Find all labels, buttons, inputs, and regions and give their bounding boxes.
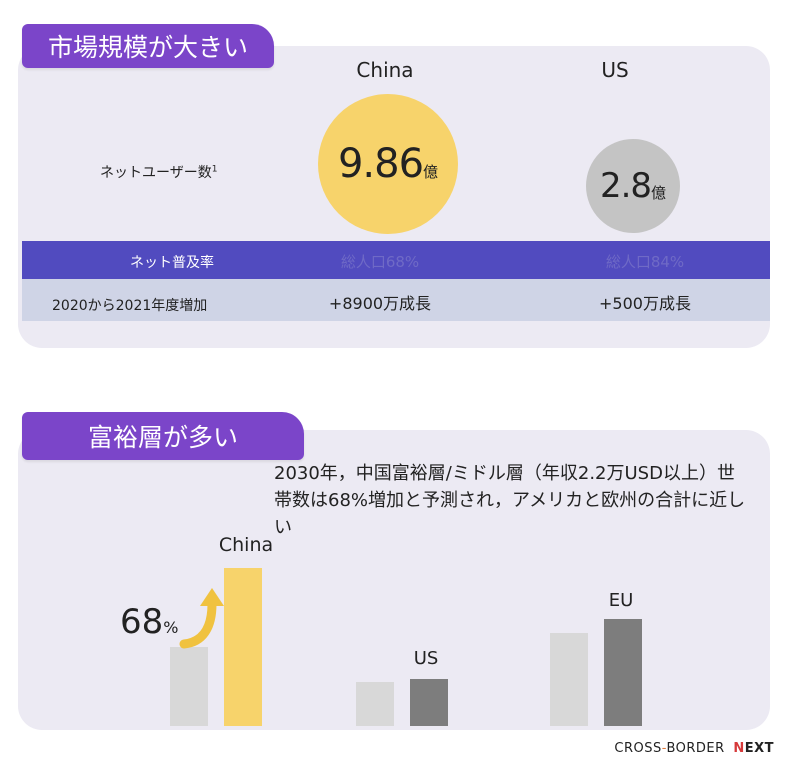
net-users-label-text: ネットユーザー数 bbox=[100, 165, 212, 181]
brand-text-n: N bbox=[733, 741, 745, 756]
growth-percentage-unit: % bbox=[163, 618, 179, 637]
bar-china-current bbox=[170, 647, 208, 726]
column-header-china: China bbox=[356, 58, 414, 82]
bar-eu-current bbox=[550, 633, 588, 726]
brand-text-cross: CROSS bbox=[614, 741, 662, 756]
brand-logo: CROSS-BORDER NEXT bbox=[614, 741, 774, 756]
china-users-unit: 億 bbox=[423, 162, 439, 181]
market-size-tag: 市場規模が大きい bbox=[22, 24, 274, 68]
growth-percentage-value: 68 bbox=[120, 602, 164, 642]
row-label-net-users: ネットユーザー数1 bbox=[100, 162, 217, 182]
brand-dash: - bbox=[661, 741, 667, 756]
chart-label-us: US bbox=[413, 648, 439, 669]
us-users-unit: 億 bbox=[651, 183, 667, 202]
brand-text-ext: EXT bbox=[744, 741, 774, 756]
china-penetration-value: 総人口68% bbox=[340, 253, 420, 271]
bar-us-current bbox=[356, 682, 394, 726]
us-users-circle: 2.8 億 bbox=[586, 139, 680, 233]
wealthy-class-panel bbox=[18, 430, 770, 730]
us-users-value: 2.8 bbox=[599, 166, 652, 206]
china-users-circle: 9.86 億 bbox=[318, 94, 458, 234]
column-header-us: US bbox=[601, 58, 629, 82]
chart-label-china: China bbox=[218, 534, 274, 556]
bar-eu-projected bbox=[604, 619, 642, 726]
china-growth-value: +8900万成長 bbox=[328, 294, 432, 313]
china-users-value: 9.86 bbox=[337, 141, 424, 187]
footnote-marker: 1 bbox=[211, 164, 218, 175]
bar-china-projected bbox=[224, 568, 262, 726]
wealthy-class-tag: 富裕層が多い bbox=[22, 412, 304, 460]
chart-label-eu: EU bbox=[608, 590, 634, 611]
growth-row-label: 2020から2021年度増加 bbox=[52, 298, 208, 314]
bar-us-projected bbox=[410, 679, 448, 726]
us-penetration-value: 総人口84% bbox=[605, 253, 685, 271]
brand-text-border: BORDER bbox=[666, 741, 725, 756]
penetration-row bbox=[22, 241, 770, 279]
growth-percentage: 68% bbox=[120, 602, 178, 642]
growth-arrow-icon bbox=[179, 588, 224, 649]
us-growth-value: +500万成長 bbox=[599, 294, 691, 313]
penetration-row-label: ネット普及率 bbox=[130, 255, 214, 271]
growth-row bbox=[22, 279, 770, 321]
wealthy-class-description: 2030年，中国富裕層/ミドル層（年収2.2万USD以上）世帯数は68%増加と予… bbox=[274, 463, 746, 538]
